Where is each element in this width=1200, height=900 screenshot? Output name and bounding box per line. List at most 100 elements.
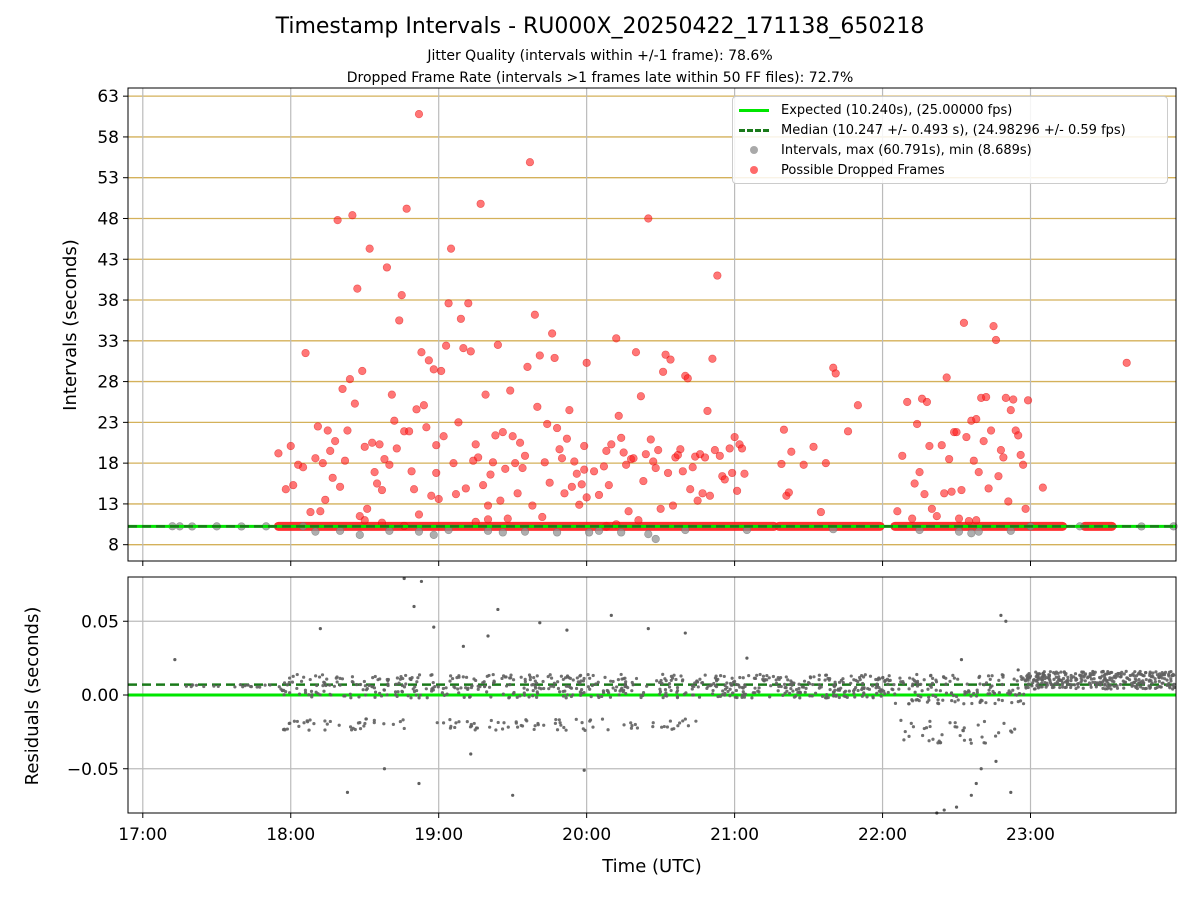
residual-point	[1069, 685, 1073, 690]
residual-point	[792, 695, 797, 699]
residual-point	[444, 686, 448, 690]
residual-point	[309, 689, 314, 693]
residual-point	[1036, 685, 1041, 689]
residual-point	[1015, 693, 1019, 697]
dropped-frame-point	[915, 468, 924, 477]
residual-point	[533, 724, 537, 728]
residual-point	[1078, 673, 1082, 677]
residual-point	[801, 685, 806, 689]
dropped-frame-point	[548, 329, 557, 338]
residual-point	[714, 685, 719, 689]
residual-point	[852, 691, 856, 696]
residual-point	[893, 692, 897, 696]
dropped-frame-point	[582, 493, 591, 502]
residual-point	[569, 686, 574, 690]
residual-point	[342, 694, 346, 698]
residual-point	[725, 681, 729, 685]
dropped-frame-point	[599, 462, 609, 471]
residual-point	[962, 702, 966, 706]
residual-point	[992, 691, 996, 695]
residual-point	[1137, 677, 1141, 682]
residual-point	[738, 675, 742, 680]
residual-point	[675, 690, 679, 695]
residual-point	[622, 723, 626, 727]
dropped-frame-point	[703, 406, 712, 416]
residual-point	[345, 790, 350, 794]
residual-point	[716, 677, 720, 681]
residual-point	[984, 681, 989, 685]
dropped-frame-point	[922, 397, 932, 407]
residual-point	[1024, 686, 1028, 690]
residual-point	[302, 675, 306, 679]
residual-point	[445, 692, 449, 696]
dropped-frame-point	[316, 507, 325, 516]
residual-point	[944, 682, 948, 686]
residual-point	[616, 678, 621, 682]
dropped-frame-point	[333, 216, 342, 225]
dropped-frame-point	[382, 263, 392, 272]
dropped-frame-point	[360, 516, 369, 525]
residual-point	[511, 692, 515, 696]
residual-point	[733, 695, 737, 699]
residual-point	[382, 767, 387, 771]
residual-point	[962, 738, 967, 742]
dropped-frame-point	[651, 463, 660, 473]
x-tick-label: 20:00	[562, 825, 611, 845]
residual-point	[379, 694, 384, 698]
residual-point	[316, 692, 320, 696]
dropped-frame-point	[567, 482, 576, 491]
residual-point	[532, 676, 536, 680]
residual-point	[404, 673, 408, 678]
residual-point	[385, 693, 389, 697]
residual-point	[967, 690, 971, 694]
residual-point	[927, 739, 931, 743]
residual-point	[1091, 680, 1095, 684]
residual-point	[527, 695, 531, 699]
y-tick-label: 53	[97, 169, 119, 189]
residual-point	[979, 767, 983, 771]
dropped-frame-point	[363, 504, 372, 513]
residual-point	[725, 685, 729, 690]
residual-point	[997, 690, 1001, 695]
y-tick-label: 63	[97, 87, 119, 107]
residual-point	[557, 718, 561, 722]
residual-point	[371, 676, 375, 680]
residual-point	[315, 683, 319, 688]
residual-point	[505, 684, 509, 688]
residual-point	[624, 691, 628, 696]
residual-point	[1022, 692, 1026, 696]
residual-point	[1063, 673, 1068, 677]
residual-point	[974, 694, 979, 698]
residual-point	[948, 721, 952, 725]
residual-point	[582, 768, 586, 772]
dropped-frame-point	[925, 441, 934, 451]
residual-point	[457, 691, 461, 695]
residual-point	[337, 723, 341, 727]
residual-point	[611, 679, 615, 684]
residual-point	[668, 719, 672, 723]
residual-point	[661, 672, 665, 676]
residual-point	[565, 693, 570, 697]
residual-point	[1016, 686, 1020, 690]
residual-point	[938, 741, 942, 745]
residual-point	[623, 676, 627, 680]
dropped-frame-point	[979, 437, 988, 446]
residual-point	[282, 693, 286, 697]
residual-point	[690, 687, 694, 691]
residual-point	[564, 684, 568, 688]
residual-point	[1020, 677, 1024, 681]
dropped-frame-point	[565, 406, 574, 415]
dropped-frame-point	[698, 489, 707, 498]
residual-point	[1103, 687, 1107, 691]
residual-point	[730, 676, 734, 680]
residual-point	[562, 725, 566, 730]
residual-point	[934, 695, 938, 699]
dropped-frame-point	[661, 350, 670, 359]
dropped-frame-point	[843, 427, 853, 436]
residual-point	[639, 695, 643, 700]
residual-point	[928, 674, 933, 678]
dropped-frame-point	[1006, 406, 1015, 415]
residual-point	[1107, 686, 1111, 690]
residual-point	[888, 678, 892, 682]
residual-point	[501, 692, 505, 696]
